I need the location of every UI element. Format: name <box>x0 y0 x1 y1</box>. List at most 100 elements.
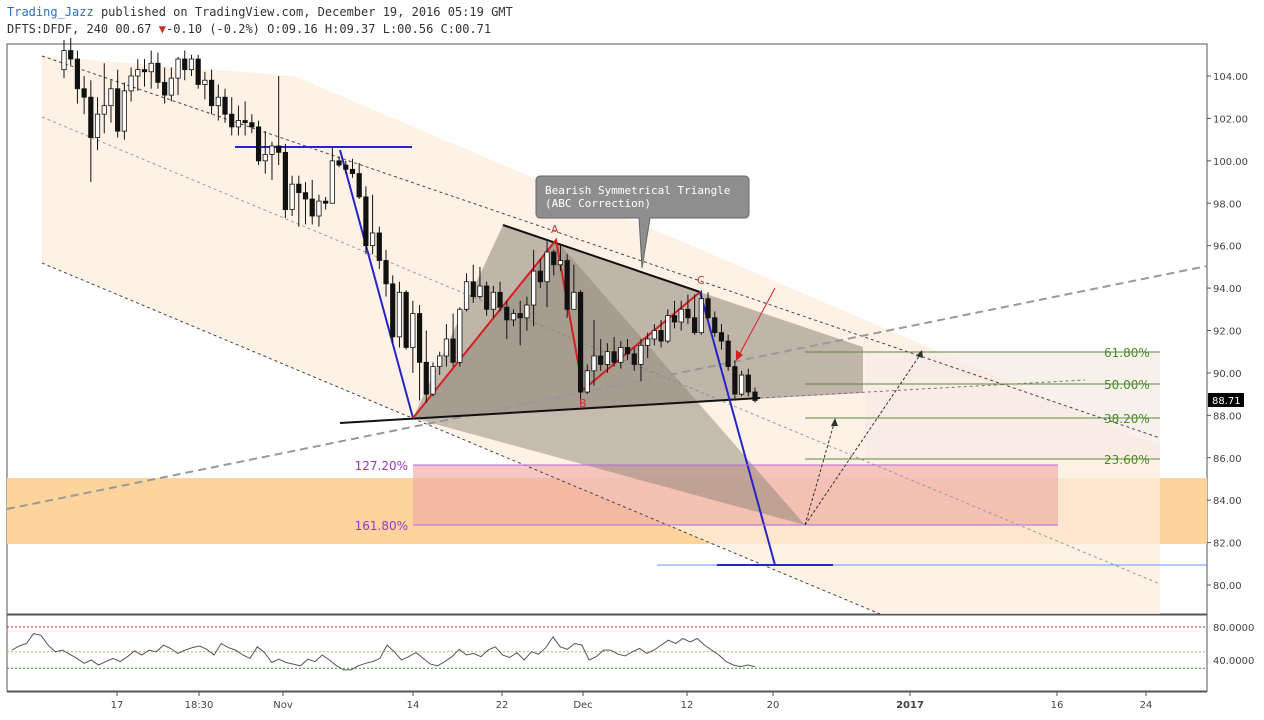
time-tick-label: 16 <box>1051 700 1064 711</box>
abc-wave-line <box>412 237 701 419</box>
candle <box>363 186 369 255</box>
candle <box>752 387 758 403</box>
candle <box>712 311 718 337</box>
candle <box>692 294 698 335</box>
candle <box>490 285 496 318</box>
red-arrow <box>736 287 776 361</box>
channel-lower-line <box>41 262 881 615</box>
impulse-wave-line <box>339 149 414 419</box>
candle <box>269 141 275 180</box>
projection-triangle <box>413 240 805 525</box>
candle <box>61 39 67 79</box>
candle <box>517 300 523 346</box>
time-tick-label: 14 <box>407 700 420 711</box>
symbol-line: DFTS:DFDF, 240 00.67 ▼-0.10 (-0.2%) O:09… <box>7 21 513 38</box>
fib-level-label: 38.20% <box>1104 412 1150 426</box>
candle <box>336 156 342 168</box>
candle <box>450 313 456 367</box>
candle <box>457 307 463 367</box>
candle <box>531 249 537 327</box>
candle <box>222 88 228 123</box>
candle <box>732 360 738 399</box>
rsi-pane <box>6 614 1208 692</box>
candle <box>121 82 127 140</box>
candle <box>74 50 81 104</box>
rising-trendline <box>6 265 1208 510</box>
candle <box>316 194 322 227</box>
price-tick-label: 80.00 <box>1213 581 1242 592</box>
candle <box>249 114 255 134</box>
channel-mid-line <box>41 116 1161 585</box>
candle <box>470 264 476 303</box>
candle <box>302 182 309 225</box>
projected-drop-line <box>699 291 776 566</box>
price-tick-label: 100.00 <box>1213 157 1248 168</box>
rsi-tick-label: 40.0000 <box>1213 656 1254 667</box>
candle <box>276 76 282 166</box>
candle <box>537 258 543 289</box>
candle <box>718 324 725 350</box>
candle <box>323 196 329 210</box>
candle <box>645 332 651 359</box>
time-tick-label: Nov <box>273 700 293 711</box>
price-tick-label: 88.00 <box>1213 411 1242 422</box>
price-tick-label: 94.00 <box>1213 284 1242 295</box>
candle <box>188 54 195 76</box>
candlestick-series <box>61 37 758 405</box>
candle <box>396 281 403 348</box>
triangle-upper-line <box>502 224 701 293</box>
candle <box>416 305 423 401</box>
time-tick-label: 20 <box>767 700 780 711</box>
candle <box>430 362 436 397</box>
author-link[interactable]: Trading_Jazz <box>7 5 94 19</box>
candle <box>376 226 382 269</box>
price-tick-label: 84.00 <box>1213 496 1242 507</box>
candle <box>390 275 396 344</box>
candle <box>370 194 376 255</box>
fib-retracement: 61.80% 50.00% 38.20% 23.60% <box>805 346 1160 467</box>
candle <box>175 56 181 96</box>
candle <box>162 67 168 104</box>
candle <box>611 336 617 367</box>
candle <box>604 343 611 373</box>
candle <box>148 50 154 89</box>
extension-label: 161.80% <box>355 519 408 533</box>
candle <box>577 290 584 405</box>
price-axis[interactable]: 104.00 102.00 100.00 98.00 96.00 94.00 92.00 90… <box>1207 72 1248 592</box>
wave-label-b: B <box>579 397 587 410</box>
time-tick-label: 18:30 <box>185 700 214 711</box>
candle <box>584 364 590 395</box>
candle <box>94 97 101 151</box>
time-tick-label: Dec <box>573 700 592 711</box>
candle <box>705 292 711 320</box>
candle <box>115 69 121 138</box>
extension-label: 127.20% <box>355 459 408 473</box>
time-axis[interactable]: 17 18:30 Nov 14 22 Dec 12 20 2017 16 24 <box>111 692 1153 711</box>
price-tick-label: 92.00 <box>1213 327 1242 338</box>
candle <box>88 80 94 183</box>
candle <box>195 54 201 89</box>
candle <box>229 97 235 136</box>
candle <box>289 175 295 216</box>
candle <box>551 249 557 276</box>
candle <box>624 338 631 361</box>
candle <box>658 319 664 348</box>
projection-arrows <box>804 350 923 526</box>
chart-header: Trading_Jazz published on TradingView.co… <box>7 4 513 38</box>
candle <box>343 160 349 174</box>
current-price-value: 88.71 <box>1212 396 1241 407</box>
candle <box>81 76 87 115</box>
candle <box>571 264 577 310</box>
current-price-label: 88.71 <box>1208 393 1244 407</box>
triangle-lower-line <box>339 397 761 424</box>
candle <box>665 309 671 344</box>
candle <box>235 105 242 136</box>
callout-subtitle: (ABC Correction) <box>545 197 651 210</box>
price-tick-label: 86.00 <box>1213 454 1242 465</box>
candle <box>564 254 570 318</box>
candle <box>618 341 624 369</box>
candle <box>591 319 597 386</box>
time-tick-label: 17 <box>111 700 124 711</box>
rsi-indicator: 80.0000 40.0000 <box>7 623 1254 671</box>
